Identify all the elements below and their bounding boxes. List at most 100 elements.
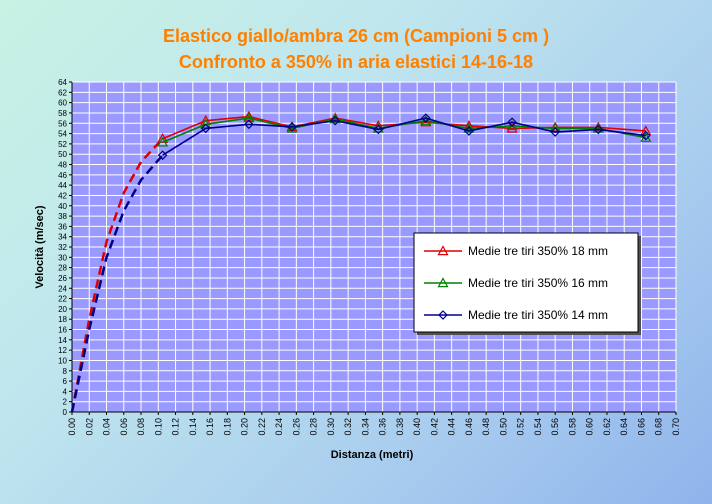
y-tick-label: 20 [58,305,67,314]
x-tick-label: 0.00 [67,418,77,436]
data-point [507,117,517,128]
data-point [287,122,297,132]
x-tick-labels: 0.00 0.02 0.04 0.06 0.08 0.10 0.12 0.14 0.16 0.18… [67,418,681,436]
data-point [157,136,169,147]
y-tick-label: 52 [58,140,67,149]
y-tick-label: 34 [58,233,67,242]
axes [69,81,677,415]
x-tick-label: 0.04 [102,418,112,436]
x-tick-label: 0.02 [84,418,94,436]
legend-entry: Medie tre tiri 350% 18 mm [468,244,608,258]
x-tick-label: 0.70 [671,418,681,436]
data-point [244,119,254,130]
data-point [157,150,168,161]
y-tick-label: 40 [58,202,67,211]
x-tick-label: 0.48 [481,418,491,436]
x-tick-label: 0.26 [291,418,301,436]
data-series [70,110,652,413]
x-tick-label: 0.16 [205,418,215,436]
y-tick-label: 50 [58,150,67,159]
y-tick-label: 38 [58,212,67,221]
y-tick-label: 60 [58,99,67,108]
chart-subtitle: Confronto a 350% in aria elastici 14-16-… [179,52,533,72]
legend-entry: Medie tre tiri 350% 14 mm [468,308,608,322]
x-tick-label: 0.24 [274,418,284,436]
x-tick-label: 0.28 [309,418,319,436]
y-tick-label: 58 [58,109,67,118]
data-point [463,120,475,131]
data-point [640,125,652,136]
x-tick-label: 0.44 [447,418,457,436]
y-axis-label: Velocità (m/sec) [34,205,46,288]
x-tick-label: 0.66 [636,418,646,436]
x-tick-label: 0.46 [464,418,474,436]
x-tick-label: 0.10 [153,418,163,436]
series-line [162,117,646,156]
y-tick-label: 42 [58,191,67,200]
x-tick-label: 0.08 [136,418,146,436]
data-point [243,112,255,123]
y-tick-label: 4 [63,387,68,396]
x-tick-label: 0.36 [378,418,388,436]
legend-entry: Medie tre tiri 350% 16 mm [468,276,608,290]
x-tick-label: 0.20 [240,418,250,436]
y-tick-label: 6 [63,377,68,386]
y-tick-labels: 0246810121416182022242628303234363840424… [58,78,67,417]
data-point [506,120,518,131]
series-extrapolation-line [70,154,164,413]
y-tick-label: 56 [58,119,67,128]
x-axis-label: Distanza (metri) [331,449,414,461]
data-point [550,127,561,137]
legend-marker [437,245,449,256]
y-tick-label: 10 [58,356,67,365]
y-tick-label: 54 [58,130,67,139]
y-tick-label: 32 [58,243,67,252]
legend-marker [438,310,448,320]
x-tick-label: 0.22 [257,418,267,436]
x-tick-label: 0.06 [119,418,129,436]
y-tick-label: 22 [58,295,67,304]
y-tick-label: 0 [63,408,68,417]
x-tick-label: 0.58 [567,418,577,436]
y-tick-label: 8 [63,367,68,376]
series-extrapolation-line [70,137,164,413]
data-point [640,130,651,141]
legend-marker [437,277,449,288]
x-tick-label: 0.14 [188,418,198,436]
y-tick-label: 2 [63,398,68,407]
data-point [593,124,604,135]
x-tick-label: 0.64 [619,418,629,436]
data-point [373,124,384,135]
x-tick-label: 0.32 [343,418,353,436]
x-tick-label: 0.18 [222,418,232,436]
data-point [330,115,341,126]
x-tick-label: 0.40 [412,418,422,436]
y-tick-label: 26 [58,274,67,283]
y-tick-label: 36 [58,222,67,231]
y-tick-label: 46 [58,171,67,180]
y-tick-label: 30 [58,253,67,262]
data-point [200,123,211,134]
x-tick-label: 0.56 [550,418,560,436]
x-tick-label: 0.42 [429,418,439,436]
x-tick-label: 0.62 [602,418,612,436]
y-tick-label: 12 [58,346,67,355]
y-tick-label: 18 [58,315,67,324]
x-tick-label: 0.50 [498,418,508,436]
x-tick-label: 0.54 [533,418,543,436]
series-3 [70,113,651,413]
y-tick-label: 48 [58,161,67,170]
x-tick-label: 0.52 [516,418,526,436]
legend: Medie tre tiri 350% 18 mm Medie tre tiri … [413,232,641,335]
y-tick-label: 28 [58,264,67,273]
y-tick-label: 64 [58,78,67,87]
y-tick-label: 44 [58,181,67,190]
y-tick-label: 62 [58,88,67,97]
chart-title: Elastico giallo/ambra 26 cm (Campioni 5 … [163,26,549,46]
data-point [463,122,475,133]
x-tick-label: 0.38 [395,418,405,436]
x-tick-label: 0.68 [654,418,664,436]
y-tick-label: 24 [58,284,67,293]
